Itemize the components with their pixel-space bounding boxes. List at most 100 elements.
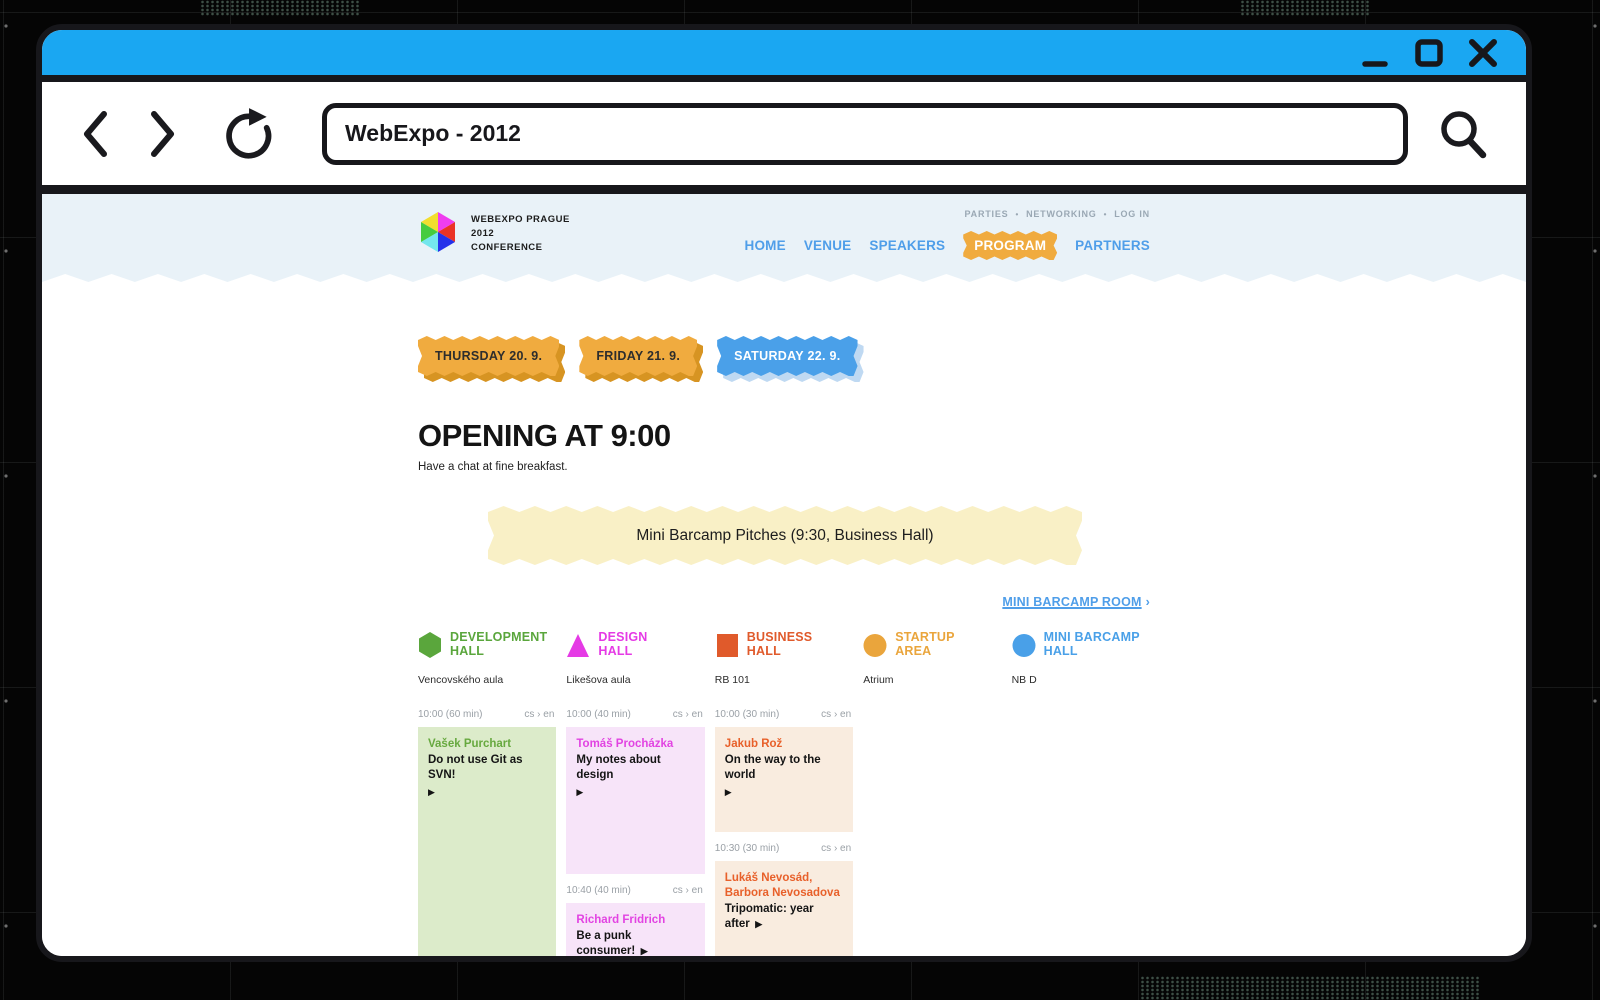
talk-card[interactable]: Vašek Purchart Do not use Git as SVN! ▶	[418, 727, 557, 956]
talk-speaker: Lukáš Nevosád, Barbora Nevosadova	[724, 872, 840, 899]
mini-barcamp-room-link[interactable]: MINI BARCAMP ROOM ›	[1002, 595, 1150, 609]
hall-header: BUSINESS HALL	[715, 630, 853, 664]
hall-label: MINI BARCAMP HALL	[1043, 630, 1140, 658]
meta-link-log-in[interactable]: LOG IN	[1114, 209, 1150, 219]
slot-language-label: cs › en	[672, 885, 703, 896]
day-tab-label: SATURDAY 22. 9.	[717, 336, 858, 376]
session-subtitle: Have a chat at fine breakfast.	[418, 461, 568, 473]
nav-item-speakers[interactable]: SPEAKERS	[869, 238, 946, 253]
hall-label: BUSINESS HALL	[746, 630, 813, 658]
hall-hexagon-icon	[418, 631, 442, 664]
hall-room-name: NB D	[1011, 674, 1037, 686]
hall-business-hall: BUSINESS HALL RB 101	[714, 630, 853, 686]
hall-triangle-icon	[566, 631, 590, 664]
meta-link-networking[interactable]: NETWORKING	[1026, 209, 1097, 219]
talk-speaker: Vašek Purchart	[428, 738, 512, 750]
site-logo-line: 2012	[471, 227, 495, 239]
play-arrow-icon: ▶	[428, 786, 435, 797]
barcamp-link-row: MINI BARCAMP ROOM ›	[418, 593, 1150, 611]
talk-speaker: Tomáš Procházka	[576, 738, 674, 750]
nav-item-venue[interactable]: VENUE	[803, 238, 852, 253]
talk-title: My notes about design	[576, 753, 661, 781]
slot-language-label: cs › en	[524, 709, 555, 720]
schedule-column: 10:00 (60 min) cs › en Vašek Purchart Do no…	[418, 708, 557, 956]
slot-language-label: cs › en	[672, 709, 703, 720]
play-arrow-icon: ▶	[752, 918, 763, 929]
hall-circle-icon	[1012, 631, 1036, 664]
slot-time-row: 10:00 (30 min) cs › en	[715, 708, 853, 722]
talk-card[interactable]: Richard Fridrich Be a punk consumer! ▶	[566, 903, 705, 956]
back-icon	[84, 110, 107, 157]
talk-speaker: Jakub Rož	[724, 738, 783, 750]
nav-item-partners[interactable]: PARTNERS	[1075, 238, 1150, 253]
play-arrow-icon: ▶	[638, 945, 648, 956]
talk-speaker: Richard Fridrich	[576, 914, 666, 926]
play-arrow-icon: ▶	[724, 786, 732, 797]
slot-language-label: cs › en	[821, 709, 852, 720]
browser-toolbar	[42, 82, 1526, 194]
talk-card[interactable]: Jakub Rož On the way to the world ▶	[714, 727, 854, 832]
webexpo-logo-icon	[421, 212, 455, 252]
halftone-decoration	[200, 0, 360, 16]
talk-card[interactable]: Lukáš Nevosád, Barbora Nevosadova Tripoma…	[714, 861, 854, 956]
refresh-icon	[226, 107, 272, 159]
talk-card[interactable]: Tomáš Procházka My notes about design ▶	[566, 727, 705, 874]
nav-item-home[interactable]: HOME	[744, 238, 786, 253]
slot-time-label: 10:00 (40 min)	[566, 709, 631, 720]
hall-square-icon	[715, 631, 739, 664]
banner-text: Mini Barcamp Pitches (9:30, Business Hal…	[636, 526, 934, 544]
search-icon	[1441, 110, 1487, 158]
hall-circle-icon	[863, 631, 887, 664]
hall-room-name: Atrium	[863, 674, 894, 686]
nav-item-program[interactable]: PROGRAM	[963, 231, 1058, 260]
hall-room-name: RB 101	[714, 674, 750, 686]
session-title: OPENING AT 9:00	[418, 418, 671, 453]
talk-title: Be a punk consumer! ▶	[576, 929, 648, 956]
site-logo[interactable]: WEBEXPO PRAGUE 2012 CONFERENCE	[418, 210, 570, 254]
slot-time-label: 10:40 (40 min)	[566, 885, 631, 896]
hall-label: STARTUP AREA	[895, 630, 955, 658]
day-tab-friday[interactable]: FRIDAY 21. 9.	[579, 336, 703, 382]
hall-header: STARTUP AREA	[863, 630, 1001, 664]
slot-time-row: 10:30 (30 min) cs › en	[715, 842, 853, 856]
chevron-right-icon: ›	[1145, 595, 1150, 609]
url-input[interactable]	[322, 102, 1408, 165]
site-logo-line: CONFERENCE	[471, 241, 543, 253]
schedule-grid: 10:00 (60 min) cs › en Vašek Purchart Do no…	[418, 708, 1150, 956]
hall-design-hall: DESIGN HALL Likešova aula	[566, 630, 704, 686]
schedule-column: 10:00 (40 min) cs › en Tomáš Procházka My n…	[566, 708, 705, 956]
day-tab-label: THURSDAY 20. 9.	[418, 336, 560, 376]
refresh-button[interactable]	[220, 106, 276, 162]
bullet-separator: •	[1015, 209, 1020, 219]
day-tabs: THURSDAY 20. 9. FRIDAY 21. 9. SATURDAY 22.…	[418, 336, 1150, 382]
hall-label: DEVELOPMENT HALL	[450, 630, 548, 658]
day-tab-label: FRIDAY 21. 9.	[579, 336, 697, 376]
hall-headers: DEVELOPMENT HALL Vencovského aula DESIGN HAL…	[418, 630, 1150, 686]
main-nav: HOME VENUE SPEAKERS PROGRAM PARTNERS	[745, 231, 1150, 260]
forward-icon	[151, 110, 174, 157]
day-tab-thursday[interactable]: THURSDAY 20. 9.	[418, 336, 566, 382]
meta-link-parties[interactable]: PARTIES	[964, 209, 1009, 219]
page-viewport: WEBEXPO PRAGUE 2012 CONFERENCE PARTIES • NET…	[42, 194, 1526, 956]
meta-links: PARTIES • NETWORKING • LOG IN	[965, 209, 1150, 219]
day-tab-saturday[interactable]: SATURDAY 22. 9.	[717, 336, 864, 382]
hall-mini-barcamp-hall: MINI BARCAMP HALL NB D	[1011, 630, 1150, 686]
close-button[interactable]	[1466, 36, 1500, 70]
hall-header: MINI BARCAMP HALL	[1012, 630, 1150, 664]
slot-time-row: 10:00 (40 min) cs › en	[566, 708, 704, 722]
minimize-button[interactable]	[1358, 36, 1392, 70]
slot-language-label: cs › en	[821, 843, 852, 854]
site-header: WEBEXPO PRAGUE 2012 CONFERENCE PARTIES • NET…	[42, 194, 1526, 282]
slot-time-row: 10:00 (60 min) cs › en	[418, 708, 556, 722]
play-arrow-icon: ▶	[576, 786, 584, 797]
browser-window: WEBEXPO PRAGUE 2012 CONFERENCE PARTIES • NET…	[36, 24, 1532, 962]
maximize-button[interactable]	[1412, 36, 1446, 70]
halftone-decoration	[1140, 976, 1480, 1000]
back-button[interactable]	[78, 108, 114, 160]
bullet-separator: •	[1103, 209, 1108, 219]
site-logo-text: WEBEXPO PRAGUE 2012 CONFERENCE	[471, 210, 570, 254]
search-button[interactable]	[1436, 106, 1490, 162]
forward-button[interactable]	[144, 108, 180, 160]
talk-title: On the way to the world	[724, 753, 821, 781]
barcamp-pitches-banner[interactable]: Mini Barcamp Pitches (9:30, Business Hal…	[488, 506, 1082, 565]
